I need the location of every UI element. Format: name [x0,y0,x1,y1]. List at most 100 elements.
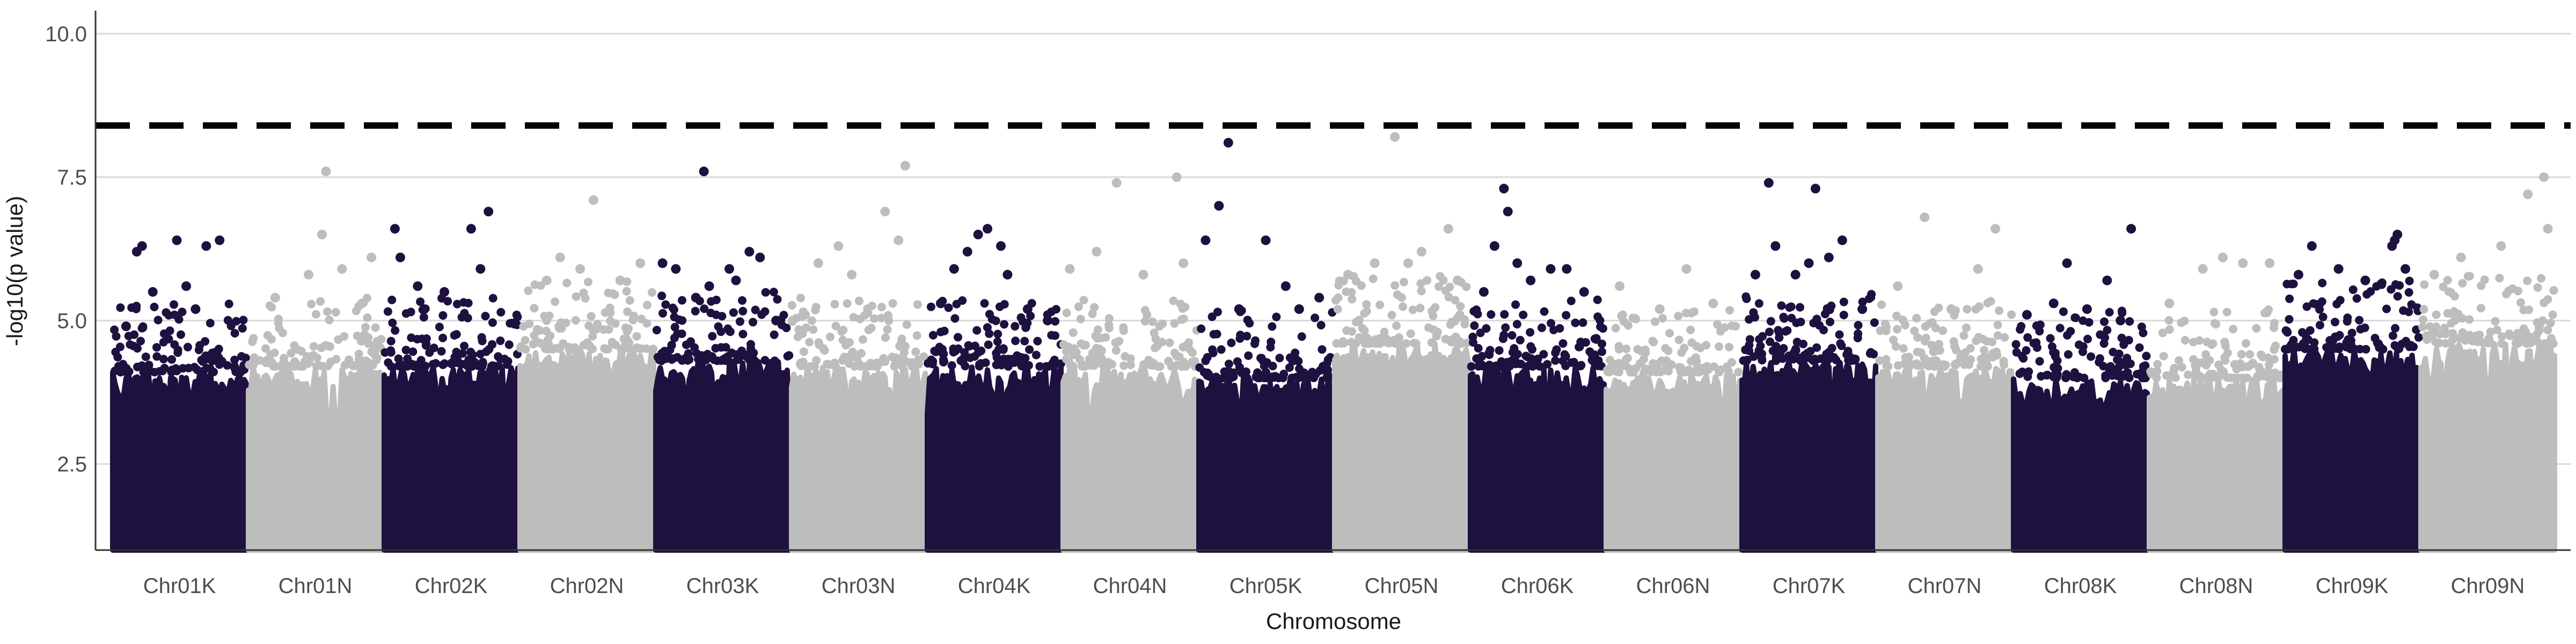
snp-point [2118,372,2127,381]
snp-point [844,353,853,362]
snp-point [726,327,735,336]
snp-point [1809,356,1818,365]
snp-point [388,318,397,327]
snp-outlier-point [2360,275,2370,286]
snp-outlier-point [1804,258,1814,268]
snp-point [2374,339,2383,348]
snp-point [263,331,272,340]
snp-point [1072,348,1081,357]
snp-point [587,312,596,321]
snp-point [487,362,496,371]
snp-point [623,307,632,316]
snp-point [1898,316,1907,324]
snp-point [2177,363,2186,372]
snp-point [1930,362,1939,371]
snp-outlier-point [880,207,890,217]
snp-point [2395,281,2404,290]
snp-point [1088,309,1097,318]
snp-point [1993,320,2002,330]
snp-point [1460,315,1469,324]
snp-point [1477,352,1487,361]
snp-point [2000,360,2009,369]
snp-point [555,345,564,353]
snp-point [1687,357,1695,366]
snp-outlier-point [1065,264,1075,274]
snp-point [2448,329,2457,338]
snp-point [159,329,169,338]
snp-point [459,298,468,307]
snp-point [386,336,396,346]
snp-point [183,342,192,352]
snp-point [1661,343,1670,353]
snp-point [2164,316,2174,325]
snp-point [1476,328,1485,338]
snp-point [1500,310,1509,319]
snp-point [912,331,921,340]
snp-point [2388,331,2397,340]
snp-point [1581,338,1590,347]
snp-point [1203,353,1212,362]
snp-point [1754,299,1763,308]
snp-point [437,347,446,356]
snp-point [911,347,920,356]
snp-outlier-point [215,235,225,245]
snp-point [2346,345,2355,354]
snp-point [1399,277,1408,287]
snp-point [1020,336,1029,346]
snp-point [2442,328,2451,338]
snp-point [884,316,894,325]
chromosome-band-chr01n [245,166,386,553]
chromosome-band-chr07k [1739,178,1879,553]
chromosome-band-chr04k [924,224,1065,553]
snp-point [572,292,581,301]
snp-point [1766,317,1775,326]
snp-point [2458,328,2467,337]
snp-point [1780,314,1789,323]
x-tick-label: Chr01N [279,574,353,598]
snp-point [170,300,178,309]
snp-outlier-point [1770,241,1781,251]
snp-point [1558,339,1568,348]
snp-point [248,337,257,346]
snp-point [1641,348,1650,357]
snp-point [178,364,187,373]
snp-point [2162,371,2171,380]
snp-point [2343,317,2352,326]
snp-point [2450,292,2459,301]
snp-point [1800,351,1809,360]
snp-point [542,316,551,325]
snp-point [384,358,393,367]
snp-point [2282,280,2292,289]
snp-point [2535,320,2544,330]
snp-point [2446,339,2455,348]
snp-point [130,330,139,339]
snp-point [1417,287,1426,296]
snp-point [477,333,486,342]
snp-point [1275,354,1284,363]
snp-point [1674,311,1683,320]
snp-point [1115,336,1124,346]
snp-point [2546,318,2555,327]
snp-outlier-point [541,275,552,286]
snp-point [1650,317,1659,326]
snp-point [1913,333,1922,342]
snp-point [401,346,411,355]
snp-outlier-point [1512,258,1523,268]
snp-point [2432,310,2441,319]
snp-point [2514,339,2522,348]
snp-point [1503,360,1512,369]
snp-point [136,336,145,346]
snp-point [926,302,935,311]
snp-outlier-point [172,235,182,245]
snp-point [1455,338,1465,347]
chromosome-band-chr02k [380,207,522,553]
snp-point [1126,360,1135,369]
snp-point [1619,317,1628,326]
snp-bulk [1604,371,1743,553]
snp-point [811,306,820,314]
snp-point [429,343,438,353]
snp-point [2051,348,2060,357]
snp-point [290,341,299,350]
snp-point [1649,359,1658,368]
snp-point [619,345,628,354]
